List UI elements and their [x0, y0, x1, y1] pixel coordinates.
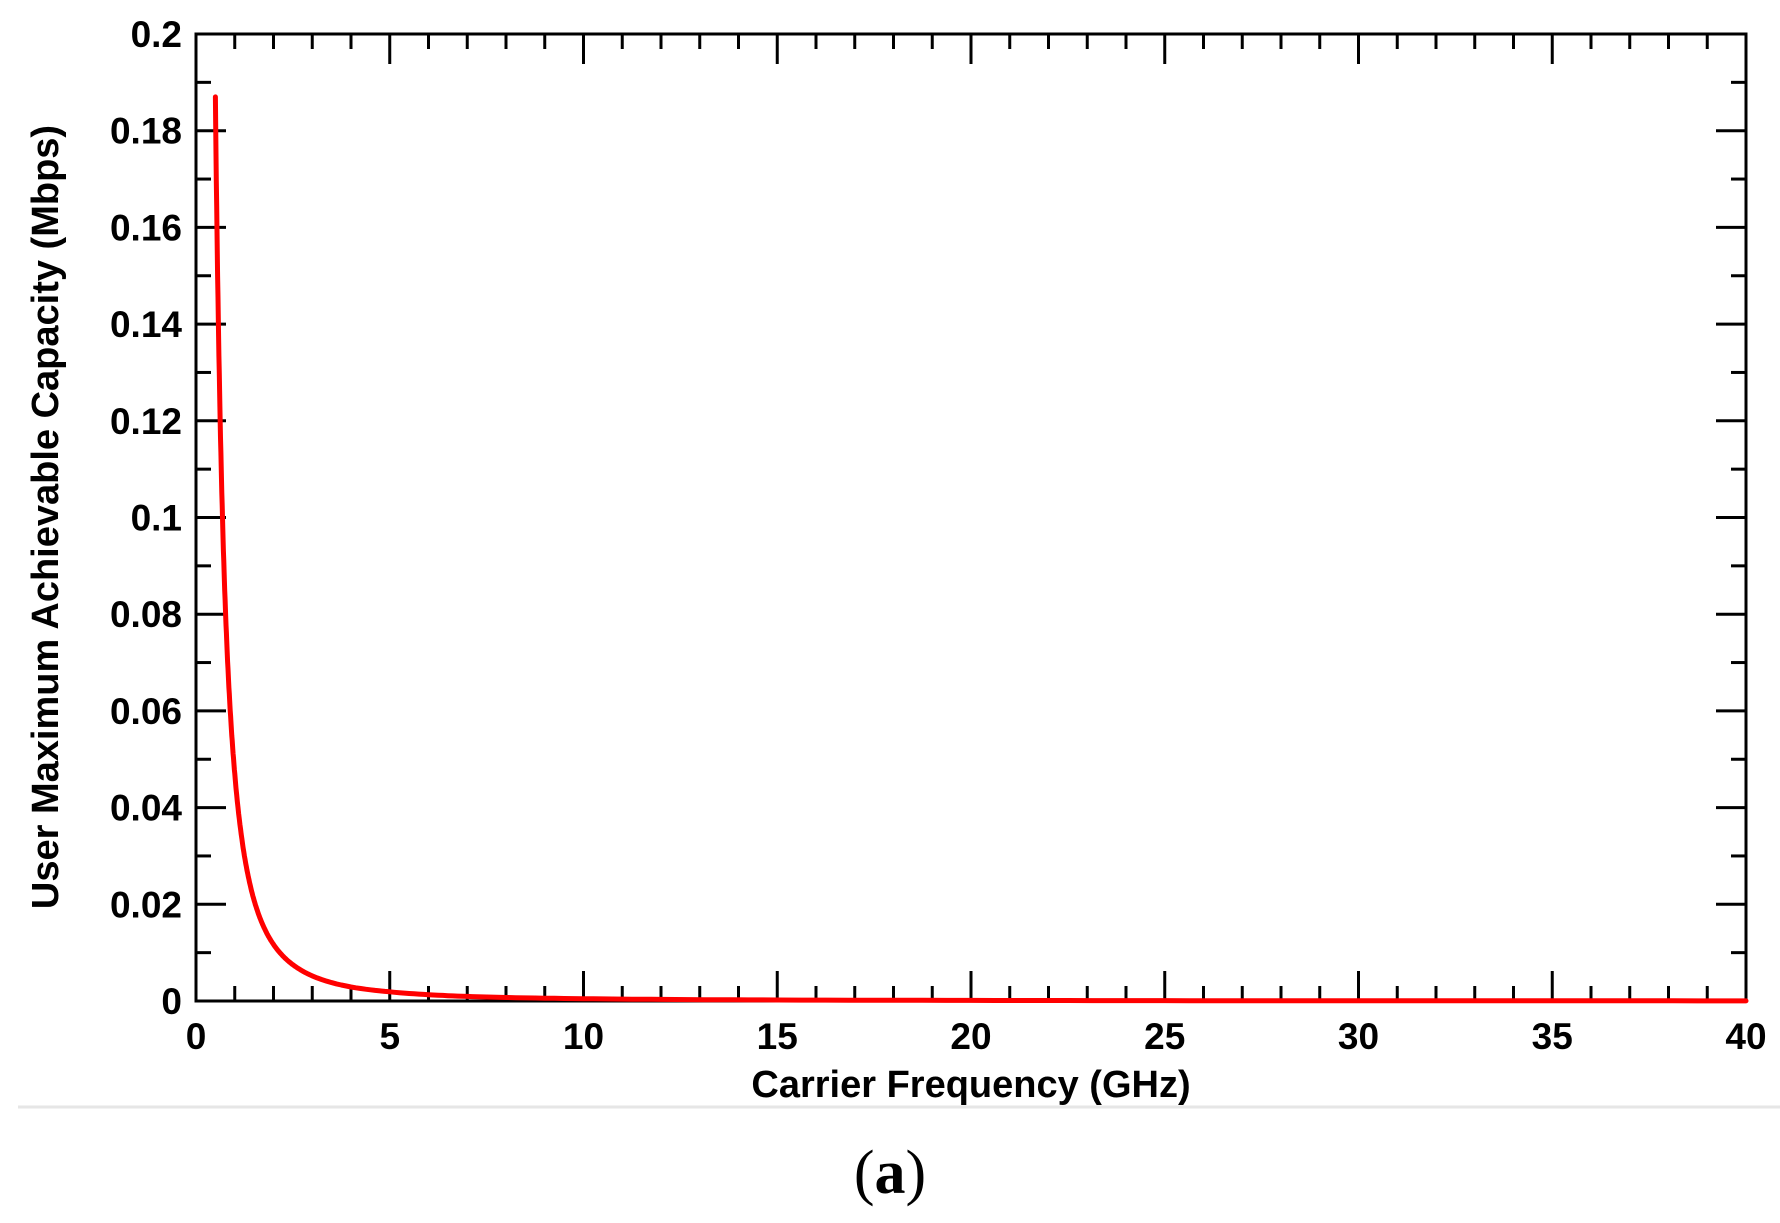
- x-tick-label: 30: [1338, 1016, 1379, 1057]
- x-tick-label: 40: [1725, 1016, 1766, 1057]
- caption-open: (: [854, 1139, 875, 1207]
- y-tick-label: 0.04: [110, 788, 182, 829]
- y-tick-label: 0.02: [110, 884, 182, 925]
- y-tick-label: 0.16: [110, 207, 182, 248]
- x-tick-label: 10: [563, 1016, 604, 1057]
- x-tick-label: 20: [950, 1016, 991, 1057]
- y-tick-label: 0.14: [110, 304, 182, 345]
- y-tick-label: 0.08: [110, 594, 182, 635]
- plot-area: [194, 32, 1748, 1003]
- figure-caption: (a): [854, 1139, 926, 1207]
- x-axis-label: Carrier Frequency (GHz): [751, 1064, 1190, 1106]
- x-tick-label: 5: [379, 1016, 400, 1057]
- y-tick-label: 0.06: [110, 691, 182, 732]
- x-tick-label: 25: [1144, 1016, 1185, 1057]
- y-tick-label: 0: [161, 981, 182, 1022]
- y-tick-labels: 0 0.02 0.04 0.06 0.08 0.1 0.12 0.14 0.16 0.18 0.2: [110, 14, 182, 1022]
- series-line: [212, 94, 1749, 1004]
- caption-letter: a: [875, 1139, 906, 1207]
- y-tick-label: 0.1: [131, 498, 182, 539]
- y-tick-label: 0.12: [110, 401, 182, 442]
- y-tick-label: 0.2: [131, 14, 182, 55]
- y-axis-label: User Maximum Achievable Capacity (Mbps): [25, 125, 67, 909]
- x-tick-label: 0: [186, 1016, 207, 1057]
- caption-close: ): [906, 1139, 927, 1207]
- x-tick-labels: 0 5 10 15 20 25 30 35 40: [186, 1016, 1767, 1057]
- x-tick-label: 35: [1532, 1016, 1573, 1057]
- x-tick-label: 15: [757, 1016, 798, 1057]
- y-tick-label: 0.18: [110, 111, 182, 152]
